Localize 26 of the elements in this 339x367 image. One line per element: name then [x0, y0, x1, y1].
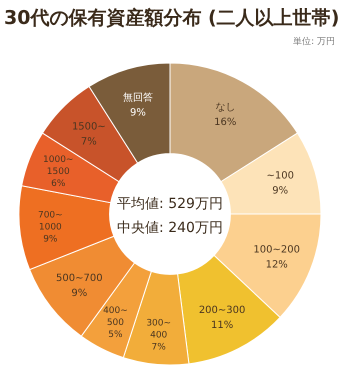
slice-label: 1000~1500 — [43, 154, 74, 177]
data-label: 6% — [51, 178, 66, 189]
text: 平均値: 529万円 — [117, 196, 223, 212]
data-label: 5% — [108, 330, 124, 340]
data-label: 7% — [152, 342, 166, 353]
text: 単位: 万円 — [293, 36, 335, 47]
data-label: 12% — [266, 260, 288, 271]
data-label: 11% — [210, 320, 234, 331]
slice-label: ~100 — [266, 170, 294, 182]
slice-label: 100~200 — [253, 244, 300, 256]
data-label: 7% — [80, 136, 97, 148]
data-label: 16% — [214, 116, 236, 128]
data-label: 9% — [272, 185, 288, 196]
chart-title: 30代の保有資産額分布 (二人以上世帯) — [4, 7, 339, 29]
slice-label: 300~400 — [146, 318, 172, 341]
data-label: 9% — [130, 107, 146, 118]
data-label: 9% — [43, 234, 58, 244]
slice-label: 400~500 — [103, 306, 128, 328]
text: 中央値: 240万円 — [117, 220, 223, 236]
slice-label: 1500~ — [72, 121, 106, 132]
slice-label: 200~300 — [198, 304, 246, 316]
data-label: 9% — [71, 288, 88, 299]
slice-label: 無回答 — [122, 91, 153, 104]
slice-label: なし — [215, 102, 236, 113]
slice-label: 700~1000 — [38, 210, 63, 232]
slice-label: 500~700 — [56, 272, 103, 284]
